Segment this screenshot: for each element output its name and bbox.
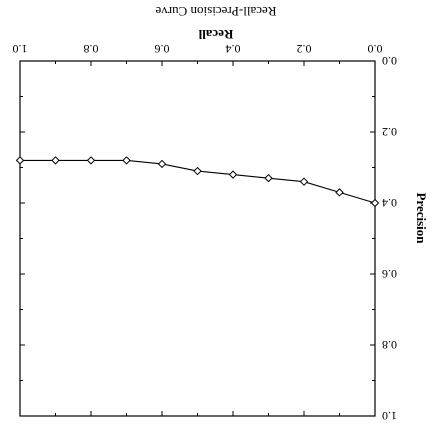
x-tick-label: 0.4 <box>226 42 241 56</box>
data-point-marker <box>157 159 167 169</box>
chart-title: Recall-Precision Curve <box>155 4 276 19</box>
y-tick-label: 0.4 <box>382 196 397 210</box>
data-point-marker <box>193 166 202 176</box>
y-tick-label: 0.0 <box>382 54 397 68</box>
x-tick-label: 1.0 <box>13 42 28 56</box>
series-line <box>20 159 376 204</box>
y-tick-label: 0.2 <box>382 125 397 139</box>
data-point-marker <box>370 198 380 208</box>
x-axis-title: Recall <box>198 27 233 42</box>
y-tick-label: 0.6 <box>382 267 397 281</box>
x-tick-label: 0.6 <box>155 42 170 56</box>
data-point-marker <box>335 188 344 197</box>
data-point-marker <box>15 156 25 165</box>
y-tick-label: 0.8 <box>382 338 397 352</box>
series-layer <box>15 156 380 208</box>
data-point-marker <box>122 156 131 165</box>
chart-rotated-group: Recall-Precision Curve Recall Precision … <box>13 4 430 423</box>
x-tick-label: 0.2 <box>297 42 312 56</box>
plot-frame <box>19 60 376 417</box>
data-point-marker <box>299 177 309 186</box>
data-point-marker <box>228 170 238 179</box>
x-tick-label: 0.8 <box>84 42 99 56</box>
y-axis-title: Precision <box>414 192 429 244</box>
x-axis-ticks: 0.0 0.2 0.4 0.6 0.8 1.0 <box>13 42 383 416</box>
data-point-marker <box>86 156 96 165</box>
x-tick-label: 0.0 <box>368 42 383 56</box>
y-axis-ticks: 0.0 0.2 0.4 0.6 0.8 1.0 <box>20 54 397 423</box>
y-tick-label: 1.0 <box>382 409 397 423</box>
data-point-marker <box>51 156 60 165</box>
data-point-marker <box>264 173 273 183</box>
